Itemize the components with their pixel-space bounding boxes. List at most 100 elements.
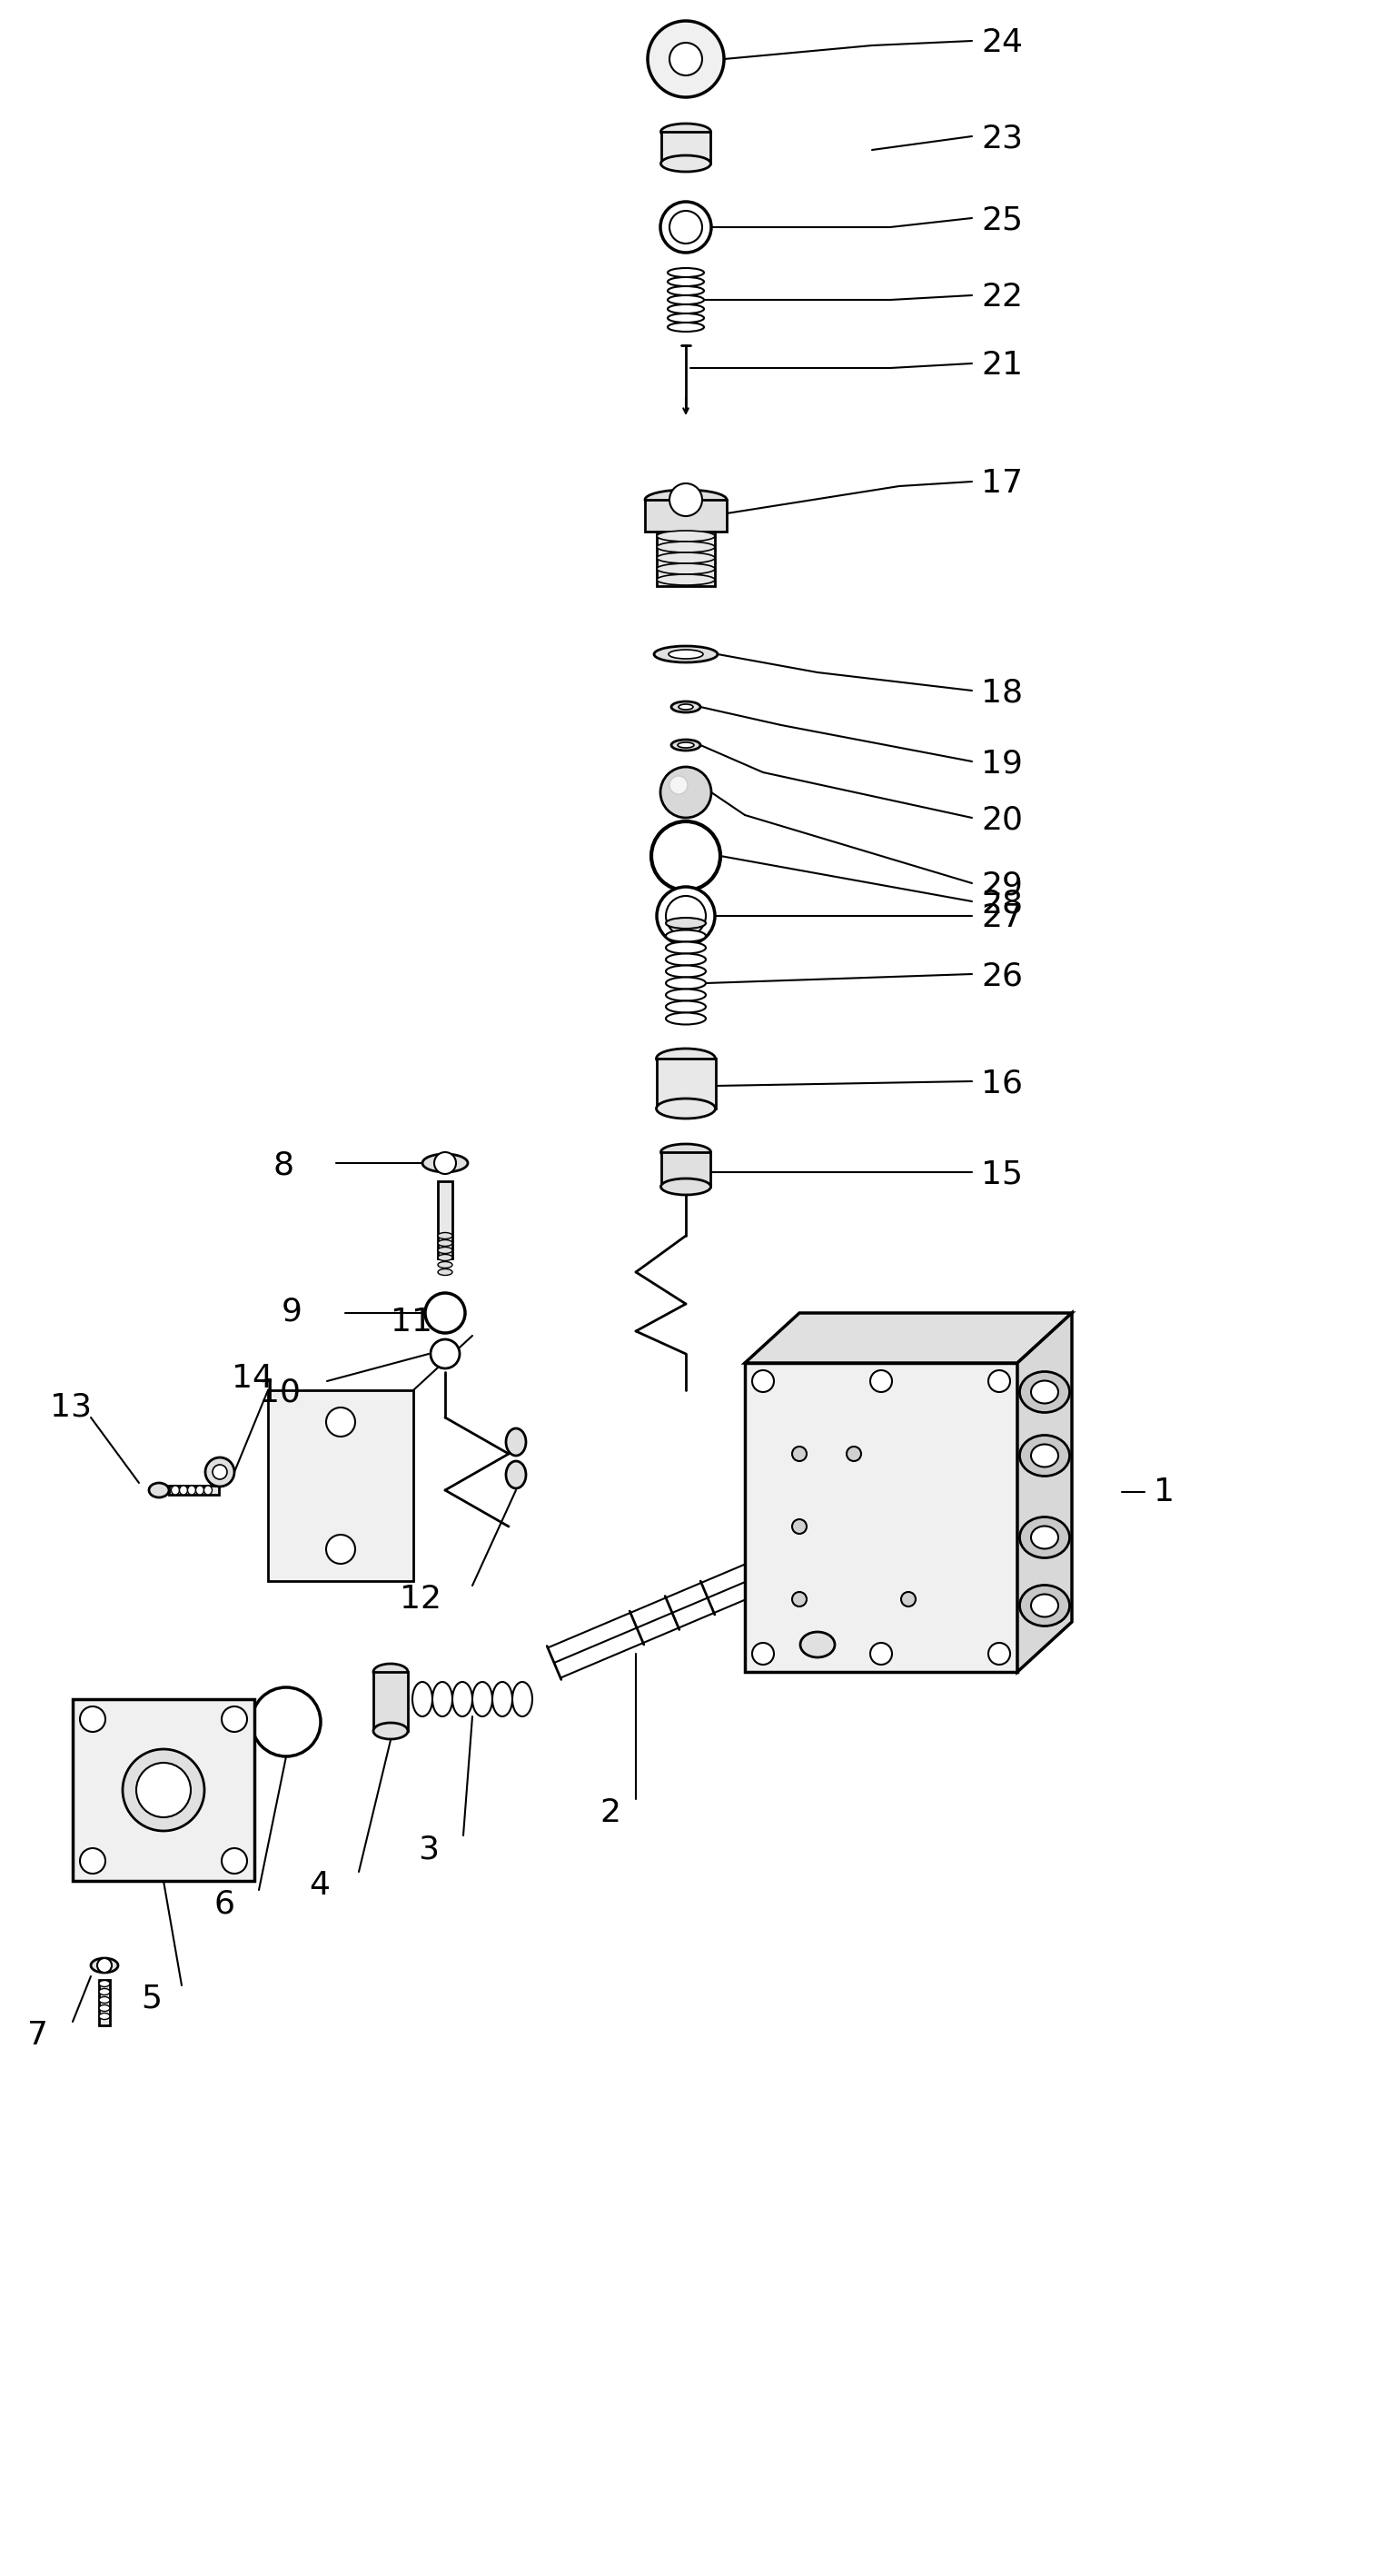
- Ellipse shape: [666, 966, 706, 976]
- Circle shape: [661, 768, 711, 817]
- Text: 4: 4: [310, 1870, 330, 1901]
- Ellipse shape: [666, 1002, 706, 1012]
- Ellipse shape: [657, 574, 715, 585]
- Ellipse shape: [1020, 1584, 1070, 1625]
- Text: 15: 15: [981, 1159, 1023, 1190]
- Ellipse shape: [672, 701, 701, 714]
- Ellipse shape: [99, 2012, 110, 2020]
- Text: 5: 5: [140, 1984, 161, 2014]
- Ellipse shape: [668, 268, 704, 278]
- Ellipse shape: [99, 1996, 110, 2004]
- Text: 9: 9: [282, 1296, 303, 1327]
- Ellipse shape: [99, 2004, 110, 2012]
- Circle shape: [752, 1370, 775, 1391]
- Bar: [373, 1672, 408, 1731]
- Text: 26: 26: [981, 961, 1023, 992]
- Text: 13: 13: [50, 1391, 92, 1422]
- Ellipse shape: [437, 1262, 452, 1267]
- Circle shape: [326, 1406, 355, 1437]
- Ellipse shape: [657, 1048, 715, 1069]
- Circle shape: [870, 1643, 892, 1664]
- Ellipse shape: [668, 286, 704, 296]
- Ellipse shape: [512, 1682, 533, 1716]
- Bar: [99, 1981, 110, 2025]
- Ellipse shape: [657, 531, 715, 541]
- Ellipse shape: [204, 1486, 212, 1494]
- Text: 18: 18: [981, 677, 1023, 708]
- Text: 22: 22: [981, 281, 1023, 312]
- Circle shape: [666, 896, 706, 935]
- Ellipse shape: [668, 322, 704, 332]
- Circle shape: [434, 1151, 457, 1175]
- Circle shape: [205, 1458, 235, 1486]
- Ellipse shape: [437, 1270, 452, 1275]
- Ellipse shape: [433, 1682, 452, 1716]
- Ellipse shape: [179, 1486, 187, 1494]
- Ellipse shape: [373, 1723, 408, 1739]
- Text: 25: 25: [981, 204, 1023, 234]
- Polygon shape: [1017, 1314, 1072, 1672]
- Text: 29: 29: [981, 871, 1023, 902]
- Ellipse shape: [661, 1177, 711, 1195]
- Circle shape: [222, 1847, 247, 1873]
- Circle shape: [669, 44, 702, 75]
- Ellipse shape: [1020, 1370, 1070, 1412]
- Text: 16: 16: [981, 1066, 1023, 1097]
- Bar: [72, 1700, 254, 1880]
- Circle shape: [988, 1643, 1010, 1664]
- Ellipse shape: [452, 1682, 472, 1716]
- Ellipse shape: [99, 1981, 110, 1986]
- Circle shape: [901, 1592, 916, 1607]
- Ellipse shape: [1020, 1517, 1070, 1558]
- Text: 11: 11: [390, 1306, 433, 1337]
- Ellipse shape: [645, 489, 727, 510]
- Bar: [657, 531, 715, 587]
- Ellipse shape: [422, 1154, 468, 1172]
- Ellipse shape: [493, 1682, 512, 1716]
- Circle shape: [81, 1705, 105, 1731]
- Bar: [169, 1486, 219, 1494]
- Bar: [661, 131, 711, 162]
- Circle shape: [122, 1749, 204, 1832]
- Circle shape: [222, 1705, 247, 1731]
- Ellipse shape: [1031, 1595, 1058, 1618]
- Circle shape: [661, 201, 711, 252]
- Ellipse shape: [472, 1682, 493, 1716]
- Circle shape: [870, 1370, 892, 1391]
- Ellipse shape: [668, 278, 704, 286]
- Ellipse shape: [437, 1231, 452, 1239]
- Circle shape: [793, 1448, 806, 1461]
- Circle shape: [657, 886, 715, 945]
- Circle shape: [81, 1847, 105, 1873]
- Ellipse shape: [657, 541, 715, 551]
- Text: 24: 24: [981, 28, 1023, 59]
- Bar: [745, 1363, 1017, 1672]
- Circle shape: [430, 1340, 459, 1368]
- Ellipse shape: [373, 1664, 408, 1680]
- Circle shape: [97, 1958, 111, 1973]
- Ellipse shape: [677, 742, 694, 747]
- Ellipse shape: [672, 739, 701, 750]
- Circle shape: [136, 1762, 190, 1816]
- Ellipse shape: [507, 1461, 526, 1489]
- Ellipse shape: [437, 1239, 452, 1247]
- Circle shape: [212, 1466, 228, 1479]
- Ellipse shape: [801, 1633, 834, 1656]
- Ellipse shape: [657, 564, 715, 574]
- Ellipse shape: [654, 647, 718, 662]
- Ellipse shape: [679, 703, 693, 708]
- Circle shape: [847, 1448, 861, 1461]
- Text: 7: 7: [28, 2020, 49, 2050]
- Text: 8: 8: [272, 1149, 293, 1180]
- Ellipse shape: [412, 1682, 433, 1716]
- Ellipse shape: [187, 1486, 196, 1494]
- Circle shape: [651, 822, 720, 891]
- Ellipse shape: [666, 1012, 706, 1025]
- Bar: [661, 1151, 711, 1188]
- Circle shape: [425, 1293, 465, 1332]
- Text: 6: 6: [214, 1888, 235, 1919]
- Text: 3: 3: [418, 1834, 439, 1865]
- Circle shape: [669, 484, 702, 515]
- Ellipse shape: [149, 1484, 169, 1497]
- Ellipse shape: [1031, 1381, 1058, 1404]
